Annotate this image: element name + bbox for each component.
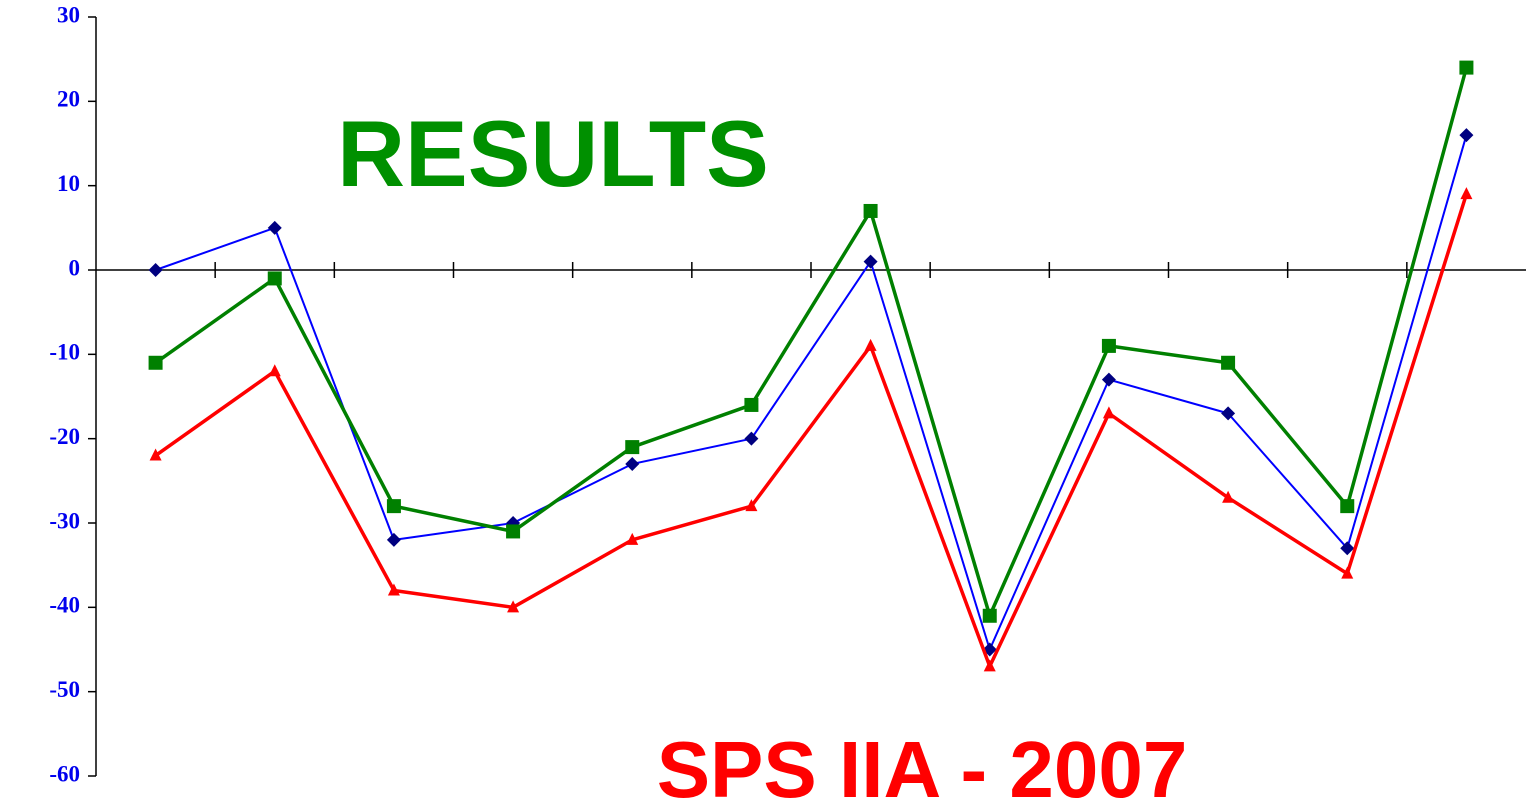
marker: [507, 600, 520, 613]
y-tick-label: -50: [49, 677, 80, 702]
y-tick-label: -30: [49, 508, 80, 533]
y-tick-label: 0: [69, 255, 81, 280]
marker: [149, 448, 162, 461]
plot-area: [148, 60, 1474, 672]
marker: [744, 431, 759, 446]
marker: [625, 440, 640, 455]
y-tick-label: -10: [49, 340, 80, 365]
chart-title: RESULTS: [337, 101, 769, 206]
marker: [1340, 541, 1355, 556]
marker: [268, 364, 281, 377]
marker: [1459, 128, 1474, 143]
y-tick-label: -40: [49, 593, 80, 618]
marker: [864, 338, 877, 351]
marker: [267, 220, 282, 235]
marker: [386, 499, 401, 514]
marker: [1221, 355, 1236, 370]
series-line: [154, 67, 1469, 618]
series-line: [154, 193, 1469, 669]
marker: [267, 271, 282, 286]
y-tick-label: 10: [57, 171, 80, 196]
axes: -60 -50 -40 -30 -20 -10 0 10 20 30: [49, 2, 1526, 786]
marker: [148, 355, 163, 370]
marker: [625, 456, 640, 471]
marker: [386, 532, 401, 547]
marker: [626, 532, 639, 545]
series-line: [155, 134, 1468, 651]
marker: [506, 524, 521, 539]
marker: [1221, 406, 1236, 421]
marker: [863, 203, 878, 218]
marker: [1102, 406, 1115, 419]
marker: [982, 608, 997, 623]
marker: [863, 254, 878, 269]
marker: [1101, 372, 1116, 387]
marker: [1460, 187, 1473, 200]
y-tick-label: -20: [49, 424, 80, 449]
marker: [1341, 566, 1354, 579]
marker: [1340, 499, 1355, 514]
marker: [1459, 60, 1474, 75]
marker: [1222, 490, 1235, 503]
marker: [387, 583, 400, 596]
marker: [148, 263, 163, 277]
chart-subtitle: SPS IIA - 2007: [657, 725, 1188, 798]
y-tick-label: 30: [57, 2, 80, 27]
marker: [1101, 338, 1116, 353]
y-tick-label: 20: [57, 87, 80, 112]
y-tick-label: -60: [49, 761, 80, 786]
marker: [744, 397, 759, 412]
marker: [745, 499, 758, 512]
marker: [983, 659, 996, 672]
